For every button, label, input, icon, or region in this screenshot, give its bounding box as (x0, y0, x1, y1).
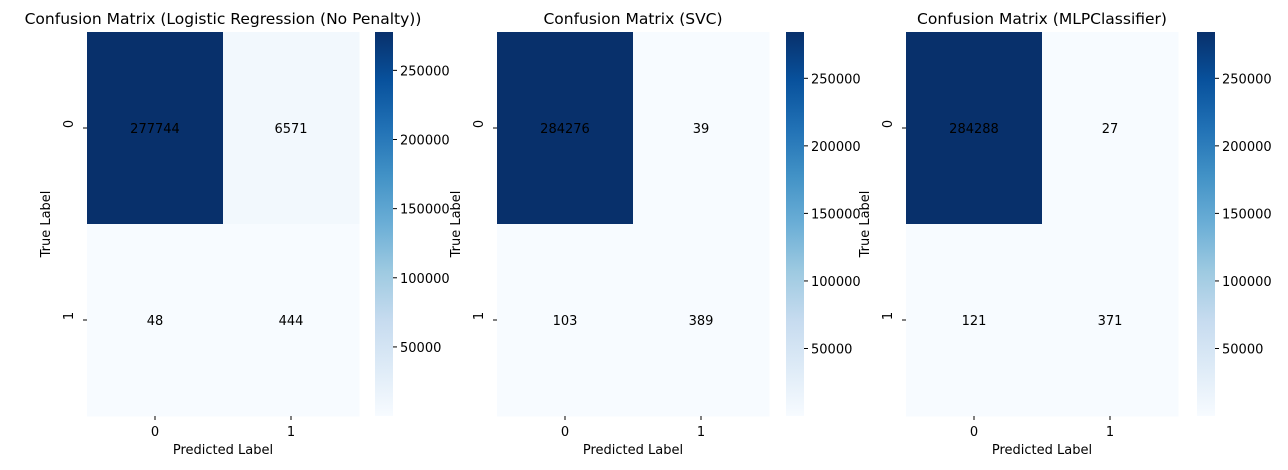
y-axis-label: True Label (449, 191, 464, 259)
cell-value-label: 121 (962, 314, 987, 329)
chart-title: Confusion Matrix (Logistic Regression (N… (25, 10, 422, 28)
colorbar-tick-label: 250000 (1222, 72, 1272, 87)
colorbar-tick-label: 100000 (811, 275, 861, 290)
heatmap-cell (633, 224, 770, 417)
cell-value-label: 284276 (540, 122, 590, 137)
x-tick-label: 0 (970, 425, 978, 440)
heatmap-panel-2: Confusion Matrix (SVC) 284276 39 103 389 0 1 Pr… (449, 10, 861, 458)
colorbar-tick-label: 200000 (1222, 140, 1272, 155)
cell-value-label: 277744 (130, 122, 180, 137)
cell-value-label: 103 (553, 314, 578, 329)
heatmap-cell (906, 224, 1043, 417)
heatmap-cell (223, 224, 360, 417)
colorbar (1197, 32, 1215, 416)
cell-value-label: 48 (147, 314, 164, 329)
heatmap-cell (1042, 32, 1179, 225)
colorbar-tick-label: 50000 (400, 341, 441, 356)
cell-value-label: 6571 (274, 122, 307, 137)
chart-title: Confusion Matrix (SVC) (543, 10, 722, 28)
colorbar-tick-label: 150000 (400, 203, 450, 218)
heatmap-cell (223, 32, 360, 225)
y-tick-label: 0 (62, 120, 77, 128)
heatmap-cell (497, 32, 634, 225)
x-tick-label: 0 (561, 425, 569, 440)
y-tick-label: 1 (472, 312, 487, 320)
cell-value-label: 27 (1102, 122, 1119, 137)
colorbar (375, 32, 393, 416)
colorbar-tick-label: 200000 (400, 134, 450, 149)
heatmap-panel-1: Confusion Matrix (Logistic Regression (N… (25, 10, 450, 458)
y-axis-label: True Label (858, 191, 873, 259)
cell-value-label: 389 (689, 314, 714, 329)
colorbar-tick-label: 100000 (1222, 275, 1272, 290)
colorbar-tick-label: 150000 (811, 207, 861, 222)
y-tick-label: 0 (472, 120, 487, 128)
y-tick-label: 1 (62, 312, 77, 320)
x-tick-label: 1 (1106, 425, 1114, 440)
x-axis-label: Predicted Label (583, 443, 683, 458)
heatmap-cell (87, 224, 224, 417)
colorbar-tick-label: 250000 (400, 64, 450, 79)
heatmap-cell (497, 224, 634, 417)
y-axis-label: True Label (39, 191, 54, 259)
cell-value-label: 444 (279, 314, 304, 329)
cell-value-label: 39 (693, 122, 710, 137)
x-tick-label: 0 (151, 425, 159, 440)
y-tick-label: 0 (881, 120, 896, 128)
colorbar (786, 32, 804, 416)
y-tick-label: 1 (881, 312, 896, 320)
colorbar-tick-label: 250000 (811, 72, 861, 87)
heatmap-cell (87, 32, 224, 225)
heatmap-cell (633, 32, 770, 225)
colorbar-tick-label: 200000 (811, 140, 861, 155)
heatmap-panel-3: Confusion Matrix (MLPClassifier) 284288 27… (858, 10, 1272, 458)
chart-title: Confusion Matrix (MLPClassifier) (917, 10, 1167, 28)
colorbar-tick-label: 150000 (1222, 207, 1272, 222)
heatmap-cell (906, 32, 1043, 225)
heatmap-cell (1042, 224, 1179, 417)
x-axis-label: Predicted Label (992, 443, 1092, 458)
x-tick-label: 1 (697, 425, 705, 440)
x-axis-label: Predicted Label (173, 443, 273, 458)
cell-value-label: 371 (1098, 314, 1123, 329)
cell-value-label: 284288 (949, 122, 999, 137)
colorbar-tick-label: 100000 (400, 272, 450, 287)
colorbar-tick-label: 50000 (1222, 342, 1263, 357)
x-tick-label: 1 (287, 425, 295, 440)
colorbar-tick-label: 50000 (811, 343, 852, 358)
